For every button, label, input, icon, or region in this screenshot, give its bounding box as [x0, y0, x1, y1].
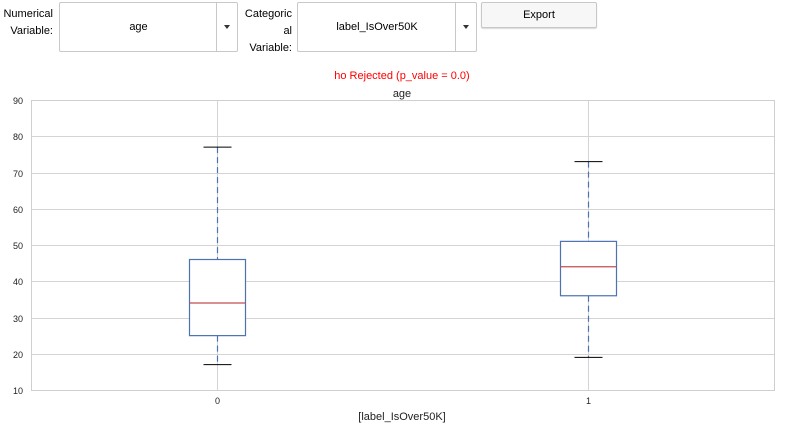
x-tick-label: 1 — [586, 396, 591, 406]
categorical-variable-label: Categoric al Variable: — [244, 8, 292, 54]
x-tick-label: 0 — [215, 396, 220, 406]
y-tick-label: 20 — [13, 350, 23, 360]
y-tick-label: 60 — [13, 205, 23, 215]
iqr-box — [188, 258, 247, 337]
y-tick-label: 30 — [13, 314, 23, 324]
categorical-variable-value: label_IsOver50K — [336, 21, 418, 33]
dropdown-toggle[interactable] — [216, 3, 237, 51]
plot-frame — [31, 100, 775, 391]
dropdown-toggle[interactable] — [455, 3, 476, 51]
y-axis-ticks: 10 20 30 40 50 60 70 80 90 — [13, 96, 23, 396]
grid-lines — [31, 100, 774, 391]
box-series — [188, 146, 618, 366]
x-axis-label: [label_IsOver50K] — [358, 411, 445, 423]
y-tick-label: 70 — [13, 169, 23, 179]
hypothesis-status-text: ho Rejected (p_value = 0.0) — [334, 70, 469, 82]
y-tick-label: 10 — [13, 386, 23, 396]
chevron-down-icon — [463, 25, 469, 29]
numerical-variable-value: age — [129, 21, 148, 33]
categorical-variable-dropdown[interactable]: label_IsOver50K — [297, 2, 477, 52]
y-tick-label: 90 — [13, 96, 23, 106]
chevron-down-icon — [224, 25, 230, 29]
chart-title: age — [393, 88, 411, 100]
y-tick-label: 50 — [13, 241, 23, 251]
y-tick-label: 80 — [13, 132, 23, 142]
y-tick-label: 40 — [13, 277, 23, 287]
iqr-box — [559, 240, 618, 297]
export-button[interactable]: Export — [481, 2, 597, 28]
numerical-variable-dropdown[interactable]: age — [59, 2, 238, 52]
numerical-variable-label: Numerical Variable: — [3, 8, 53, 37]
